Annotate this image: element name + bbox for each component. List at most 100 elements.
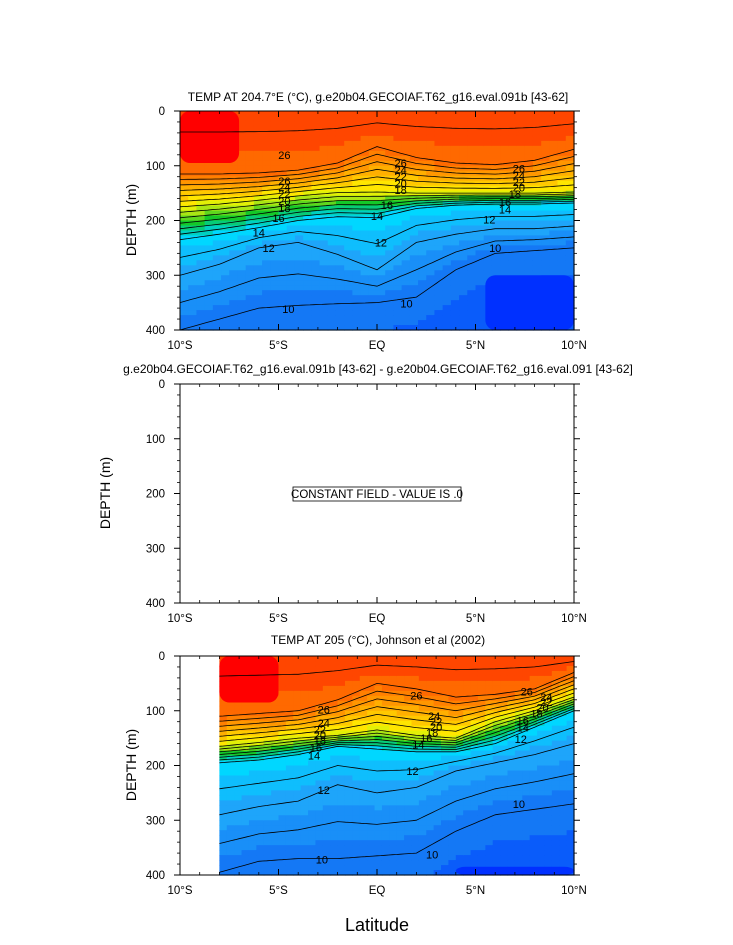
fill-cell [404, 665, 413, 672]
fill-cell [455, 775, 464, 782]
fill-cell [315, 755, 324, 762]
patch-warm [219, 656, 279, 703]
fill-cell [514, 785, 523, 791]
fill-cell [335, 160, 345, 167]
fill-cell [245, 305, 255, 311]
fill-cell [253, 285, 263, 291]
fill-cell [308, 740, 317, 747]
fill-cell [311, 305, 321, 311]
fill-cell [308, 700, 317, 707]
fill-cell [300, 830, 309, 836]
fill-cell [270, 225, 280, 232]
isotherm-13 [219, 726, 575, 790]
fill-cell [426, 685, 435, 692]
fill-cell [311, 200, 321, 207]
fill-cell [522, 750, 531, 757]
fill-cell [262, 250, 271, 256]
fill-cell [393, 190, 403, 197]
fill-cell [418, 850, 427, 856]
fill-cell [248, 705, 257, 712]
fill-cell [483, 150, 493, 157]
fill-cell [404, 855, 413, 861]
fill-cell [352, 125, 362, 132]
fill-cell [319, 235, 329, 242]
fill-cell [549, 230, 559, 237]
fill-cell [426, 240, 436, 246]
fill-cell [253, 230, 263, 237]
fill-cell [248, 785, 257, 791]
contour-label: 18 [278, 203, 290, 215]
fill-cell [234, 735, 243, 742]
fill-cell [516, 255, 526, 261]
fill-cell [500, 825, 509, 831]
fill-cell [367, 805, 376, 811]
fill-cell [477, 750, 486, 757]
fill-cell [322, 755, 331, 762]
fill-cell [544, 670, 553, 677]
fill-cell [385, 160, 395, 167]
fill-cell [337, 730, 346, 737]
fill-cell [337, 810, 346, 816]
fill-cell [271, 780, 280, 787]
fill-cell [278, 870, 287, 876]
fill-cell [500, 750, 509, 757]
fill-cell [263, 720, 272, 727]
fill-cell [401, 135, 411, 142]
fill-cell [442, 270, 452, 276]
fill-cell [516, 140, 526, 147]
fill-cell [450, 315, 460, 321]
fill-cell [196, 245, 206, 251]
fill-cell [311, 111, 321, 117]
fill-cell [180, 310, 189, 316]
fill-cell [500, 660, 509, 667]
fill-cell [434, 265, 444, 271]
fill-cell [368, 155, 378, 162]
fill-cell [508, 265, 518, 271]
fill-cell [319, 290, 329, 296]
fill-cell [544, 700, 553, 707]
fill-cell [448, 705, 457, 712]
isotherm-11 [219, 773, 575, 844]
fill-cell [409, 300, 419, 306]
fill-cell [508, 150, 518, 157]
fill-cell [234, 760, 243, 767]
fill-cell [477, 765, 486, 772]
fill-cell [532, 220, 542, 227]
fill-cell [450, 140, 460, 147]
fill-cell [549, 185, 559, 192]
fill-cell [450, 240, 460, 246]
fill-cell [253, 250, 263, 256]
fill-cell [368, 235, 378, 242]
fill-cell [335, 300, 345, 306]
fill-cell [470, 785, 479, 791]
fill-cell [389, 815, 398, 821]
fill-cell [393, 295, 403, 301]
fill-cell [450, 115, 460, 122]
fill-cell [337, 740, 346, 747]
fill-cell [327, 240, 337, 246]
fill-cell [237, 145, 247, 152]
fill-cell [377, 180, 386, 187]
fill-cell [226, 815, 235, 821]
fill-cell [393, 245, 403, 251]
fill-cell [285, 850, 294, 856]
fill-cell [470, 700, 479, 707]
fill-cell [270, 270, 280, 276]
fill-cell [285, 690, 294, 697]
isotherm-23 [219, 684, 575, 732]
fill-cell [219, 740, 228, 747]
fill-cell [308, 800, 317, 806]
fill-cell [566, 755, 575, 762]
fill-cell [278, 120, 288, 127]
fill-cell [344, 111, 353, 117]
contour-label: 10 [282, 304, 294, 316]
fill-cell [500, 790, 509, 796]
fill-cell [262, 180, 271, 187]
fill-cell [204, 175, 214, 182]
fill-cell [286, 165, 296, 172]
fill-cell [248, 760, 257, 767]
fill-cell [188, 230, 198, 237]
fill-cell [245, 260, 255, 266]
fill-cell [256, 800, 265, 806]
x-tick-label: 10°S [167, 613, 192, 625]
